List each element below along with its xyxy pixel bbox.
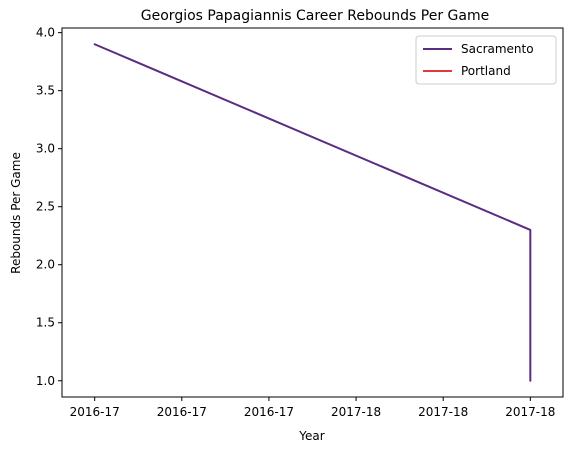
y-axis-label: Rebounds Per Game xyxy=(9,152,23,274)
x-axis: 2016-17 2016-17 2016-17 2017-18 2017-18 2017-… xyxy=(70,397,555,419)
x-tick-label: 2017-18 xyxy=(418,405,468,419)
x-tick-label: 2017-18 xyxy=(331,405,381,419)
chart-title: Georgios Papagiannis Career Rebounds Per… xyxy=(141,8,489,24)
legend-items: Sacramento Portland xyxy=(423,42,534,78)
x-axis-label: Year xyxy=(298,429,324,443)
x-tick-label: 2017-18 xyxy=(505,405,555,419)
legend-label-sacramento: Sacramento xyxy=(461,42,534,56)
y-tick-label: 3.5 xyxy=(36,84,55,98)
y-tick-label: 3.0 xyxy=(36,142,55,156)
y-tick-label: 1.0 xyxy=(36,374,55,388)
plot-area xyxy=(61,27,564,398)
x-tick-label: 2016-17 xyxy=(70,405,120,419)
y-tick-label: 2.0 xyxy=(36,258,55,272)
y-axis: 1.0 1.5 2.0 2.5 3.0 3.5 4.0 xyxy=(36,26,62,388)
plot-frame xyxy=(61,27,564,398)
series-layer xyxy=(93,43,532,382)
x-tick-label: 2016-17 xyxy=(244,405,294,419)
y-tick-label: 4.0 xyxy=(36,26,55,40)
series-line-sacramento xyxy=(93,43,532,382)
y-tick-label: 2.5 xyxy=(36,200,55,214)
x-tick-label: 2016-17 xyxy=(157,405,207,419)
legend-label-portland: Portland xyxy=(461,64,511,78)
legend: Sacramento Portland xyxy=(415,35,557,85)
y-tick-label: 1.5 xyxy=(36,316,55,330)
